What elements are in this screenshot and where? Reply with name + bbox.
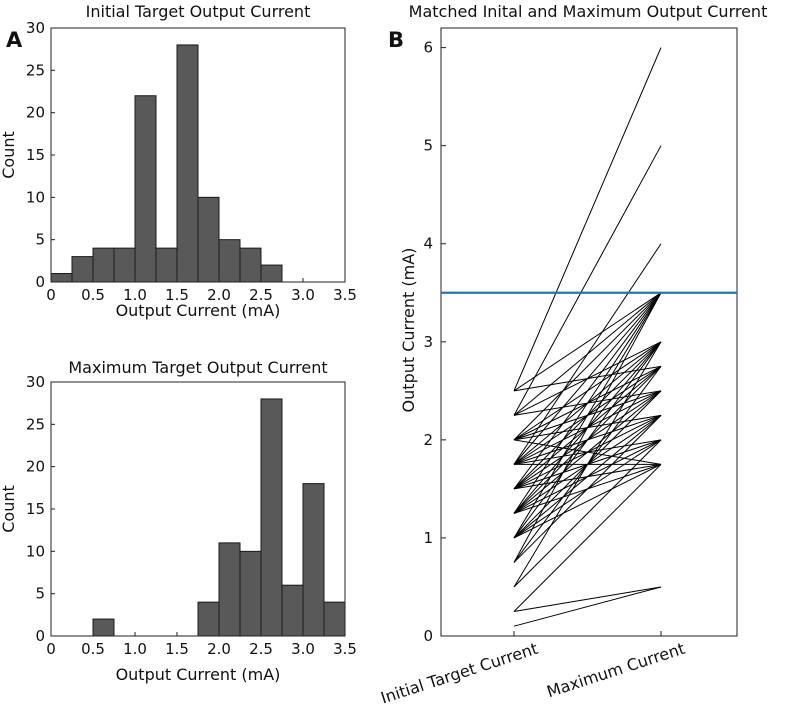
y-tick-label: 25 bbox=[26, 61, 45, 79]
chart-title: Matched Inital and Maximum Output Curren… bbox=[409, 2, 768, 21]
x-tick-label: 0 bbox=[46, 286, 56, 304]
histogram-bar bbox=[239, 247, 262, 283]
plot-frame bbox=[440, 27, 738, 637]
x-tick-label: 2.5 bbox=[249, 640, 273, 658]
x-tick-label: 3.0 bbox=[291, 640, 315, 658]
x-tick-label: 3.0 bbox=[291, 286, 315, 304]
x-axis-label: Output Current (mA) bbox=[116, 665, 281, 684]
pair-line bbox=[513, 439, 662, 588]
histogram-bar bbox=[197, 601, 220, 637]
histogram-bar bbox=[71, 256, 94, 283]
histogram-bar bbox=[239, 550, 262, 637]
pair-line bbox=[513, 292, 662, 392]
y-tick-label: 20 bbox=[26, 104, 45, 122]
chart-title: Initial Target Output Current bbox=[86, 2, 311, 21]
chart-title: Maximum Target Output Current bbox=[68, 358, 327, 377]
panel-label-a: A bbox=[6, 28, 23, 52]
y-tick-label: 10 bbox=[26, 542, 45, 560]
x-tick-label: 0.5 bbox=[81, 286, 105, 304]
paired-line-plot: B Matched Inital and Maximum Output Curr… bbox=[378, 2, 767, 707]
x-tick-label: 1.5 bbox=[165, 286, 189, 304]
y-tick-label: 5 bbox=[423, 137, 433, 155]
y-tick-label: 0 bbox=[423, 627, 433, 645]
pair-line bbox=[513, 414, 662, 441]
y-tick-label: 15 bbox=[26, 500, 45, 518]
histogram-bar bbox=[155, 247, 178, 283]
histogram-bar bbox=[260, 264, 283, 283]
x-category-label: Maximum Current bbox=[544, 639, 687, 702]
x-tick-label: 1.0 bbox=[123, 640, 147, 658]
x-tick-label: 3.5 bbox=[333, 640, 357, 658]
y-tick-label: 4 bbox=[423, 235, 433, 253]
y-tick-label: 15 bbox=[26, 146, 45, 164]
pair-line bbox=[513, 463, 662, 490]
y-axis-label: Output Current (mA) bbox=[399, 248, 418, 413]
pair-line bbox=[513, 586, 662, 627]
histogram-maximum: Maximum Target Output Current 0 0.5 1.0 1.5… bbox=[0, 358, 357, 684]
y-tick-label: 1 bbox=[423, 529, 433, 547]
y-tick-label: 0 bbox=[35, 273, 45, 291]
histogram-bar bbox=[134, 95, 157, 283]
x-tick-label: 0 bbox=[46, 640, 56, 658]
pair-line bbox=[513, 464, 662, 612]
histogram-bar bbox=[92, 618, 115, 637]
y-tick-label: 30 bbox=[26, 19, 45, 37]
x-axis-label: Output Current (mA) bbox=[116, 301, 281, 320]
y-axis-label: Count bbox=[0, 485, 18, 533]
x-tick-label: 1.0 bbox=[123, 286, 147, 304]
pair-line bbox=[513, 145, 662, 416]
y-tick-label: 0 bbox=[35, 627, 45, 645]
y-tick-label: 10 bbox=[26, 188, 45, 206]
histogram-bar bbox=[113, 247, 136, 283]
y-tick-label: 2 bbox=[423, 431, 433, 449]
pair-line bbox=[513, 463, 662, 514]
panel-label-b: B bbox=[388, 28, 404, 52]
x-tick-label: 0.5 bbox=[81, 640, 105, 658]
histogram-bar bbox=[176, 44, 199, 283]
y-tick-label: 3 bbox=[423, 333, 433, 351]
histogram-bar bbox=[218, 542, 241, 637]
histogram-bar bbox=[197, 196, 220, 283]
histogram-bar bbox=[218, 239, 241, 283]
x-category-label: Initial Target Current bbox=[378, 639, 540, 708]
pair-line bbox=[513, 463, 662, 539]
pair-line bbox=[513, 439, 662, 465]
x-tick-label: 3.5 bbox=[333, 286, 357, 304]
pair-line bbox=[513, 390, 662, 416]
pair-line bbox=[513, 414, 662, 465]
pair-line bbox=[513, 47, 662, 392]
pair-line bbox=[513, 341, 662, 441]
histogram-bar bbox=[323, 601, 346, 637]
histogram-bar bbox=[92, 247, 115, 283]
histogram-bar bbox=[281, 584, 304, 637]
pair-line bbox=[513, 292, 662, 416]
pair-line bbox=[513, 292, 662, 441]
y-tick-label: 5 bbox=[35, 585, 45, 603]
x-tick-label: 2.0 bbox=[207, 286, 231, 304]
x-tick-label: 1.5 bbox=[165, 640, 189, 658]
y-tick-label: 25 bbox=[26, 415, 45, 433]
y-tick-label: 5 bbox=[35, 231, 45, 249]
y-tick-label: 30 bbox=[26, 373, 45, 391]
y-tick-label: 20 bbox=[26, 458, 45, 476]
y-tick-label: 6 bbox=[423, 39, 433, 57]
x-tick-label: 2.0 bbox=[207, 640, 231, 658]
histogram-bar bbox=[50, 273, 73, 283]
pair-line bbox=[513, 390, 662, 441]
histogram-bar bbox=[302, 483, 325, 637]
pair-line bbox=[513, 586, 662, 612]
y-axis-label: Count bbox=[0, 131, 18, 179]
x-tick-label: 2.5 bbox=[249, 286, 273, 304]
pair-line bbox=[513, 365, 662, 392]
histogram-initial: A Initial Target Output Current 0 0.5 1.0 1… bbox=[0, 2, 357, 320]
histogram-bar bbox=[260, 398, 283, 637]
